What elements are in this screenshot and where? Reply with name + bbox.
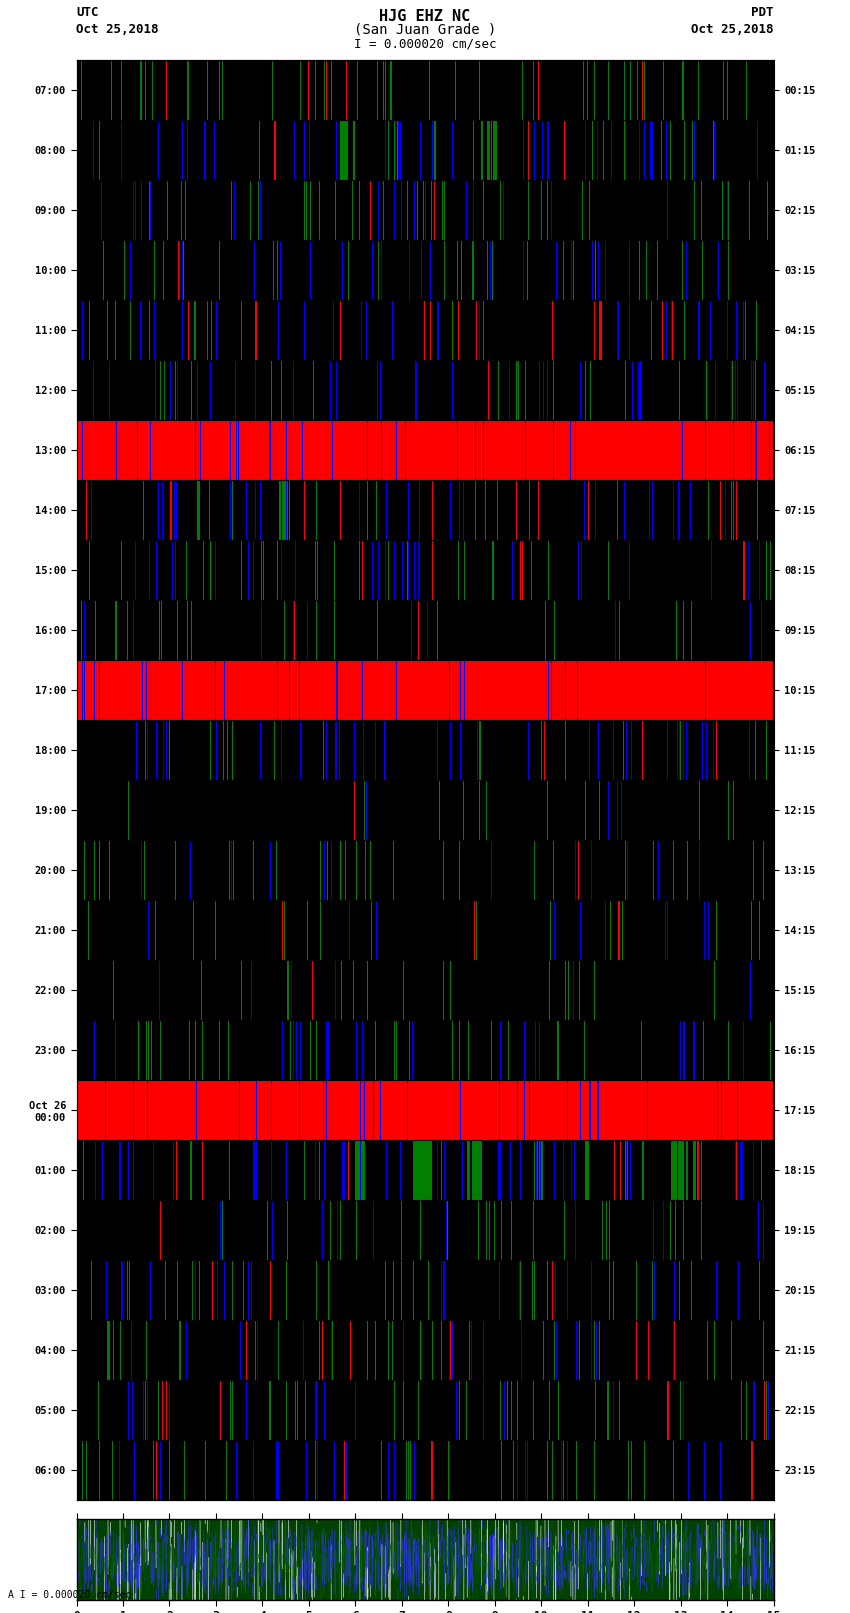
Text: I = 0.000020 cm/sec: I = 0.000020 cm/sec [354, 37, 496, 50]
Text: HJG EHZ NC: HJG EHZ NC [379, 10, 471, 24]
Text: Oct 25,2018: Oct 25,2018 [76, 23, 159, 35]
Text: (San Juan Grade ): (San Juan Grade ) [354, 23, 496, 37]
Text: Oct 25,2018: Oct 25,2018 [691, 23, 774, 35]
Text: PDT: PDT [751, 6, 774, 19]
Text: UTC: UTC [76, 6, 99, 19]
Text: A I = 0.000020 cm/sec: A I = 0.000020 cm/sec [8, 1590, 132, 1600]
